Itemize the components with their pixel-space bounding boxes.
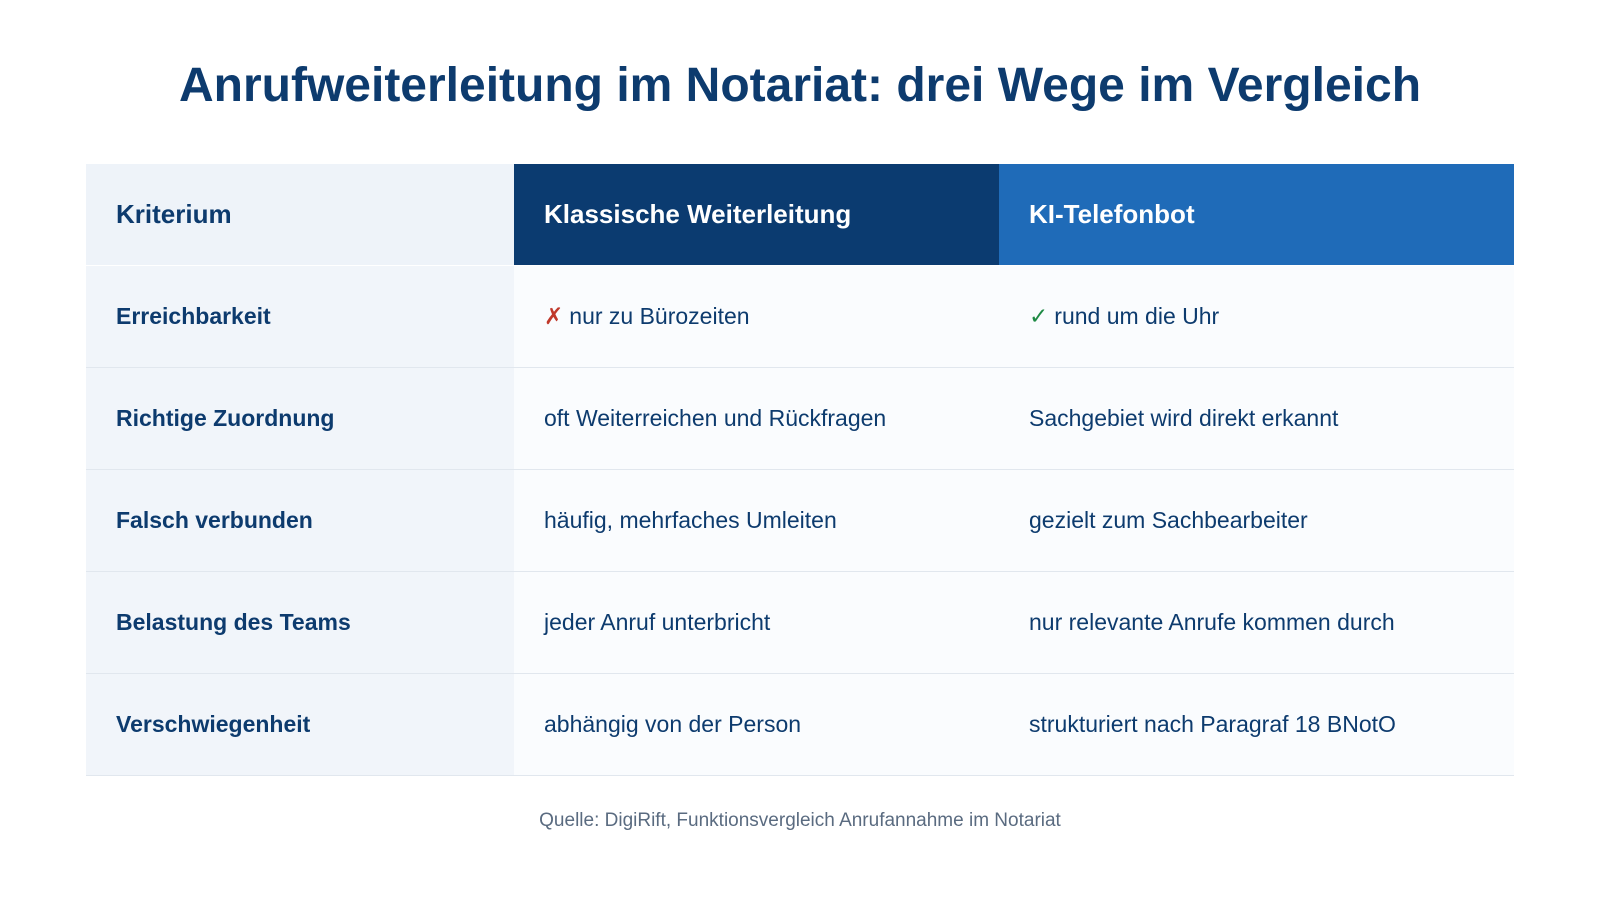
table-cell: oft Weiterreichen und Rückfragen xyxy=(514,368,999,470)
row-label: Falsch verbunden xyxy=(86,470,514,572)
row-label: Belastung des Teams xyxy=(86,572,514,674)
title: Anrufweiterleitung im Notariat: drei Weg… xyxy=(178,59,1422,112)
row-label: Erreichbarkeit xyxy=(86,266,514,368)
status-icon: ✓ xyxy=(1029,303,1049,329)
table-cell: ✓ rund um die Uhr xyxy=(999,266,1514,368)
source-note: Quelle: DigiRift, Funktionsvergleich Anr… xyxy=(539,810,1061,831)
cell-text: nur zu Bürozeiten xyxy=(569,303,750,329)
header-cell: Klassische Weiterleitung xyxy=(514,164,999,265)
cell-text: rund um die Uhr xyxy=(1054,303,1220,329)
table-cell: häufig, mehrfaches Umleiten xyxy=(514,470,999,572)
table-cell: strukturiert nach Paragraf 18 BNotO xyxy=(999,674,1514,776)
table-cell: jeder Anruf unterbricht xyxy=(514,572,999,674)
header-cell: KI-Telefonbot xyxy=(999,164,1514,265)
header-cell: Kriterium xyxy=(86,164,514,265)
status-icon: ✗ xyxy=(544,303,564,329)
table-cell: gezielt zum Sachbearbeiter xyxy=(999,470,1514,572)
table-cell: nur relevante Anrufe kommen durch xyxy=(999,572,1514,674)
table-cell: ✗ nur zu Bürozeiten xyxy=(514,266,999,368)
row-label: Verschwiegenheit xyxy=(86,674,514,776)
table-cell: Sachgebiet wird direkt erkannt xyxy=(999,368,1514,470)
table-cell: abhängig von der Person xyxy=(514,674,999,776)
row-label: Richtige Zuordnung xyxy=(86,368,514,470)
comparison-table: Kriterium Klassische Weiterleitung KI-Tele… xyxy=(86,164,1514,776)
